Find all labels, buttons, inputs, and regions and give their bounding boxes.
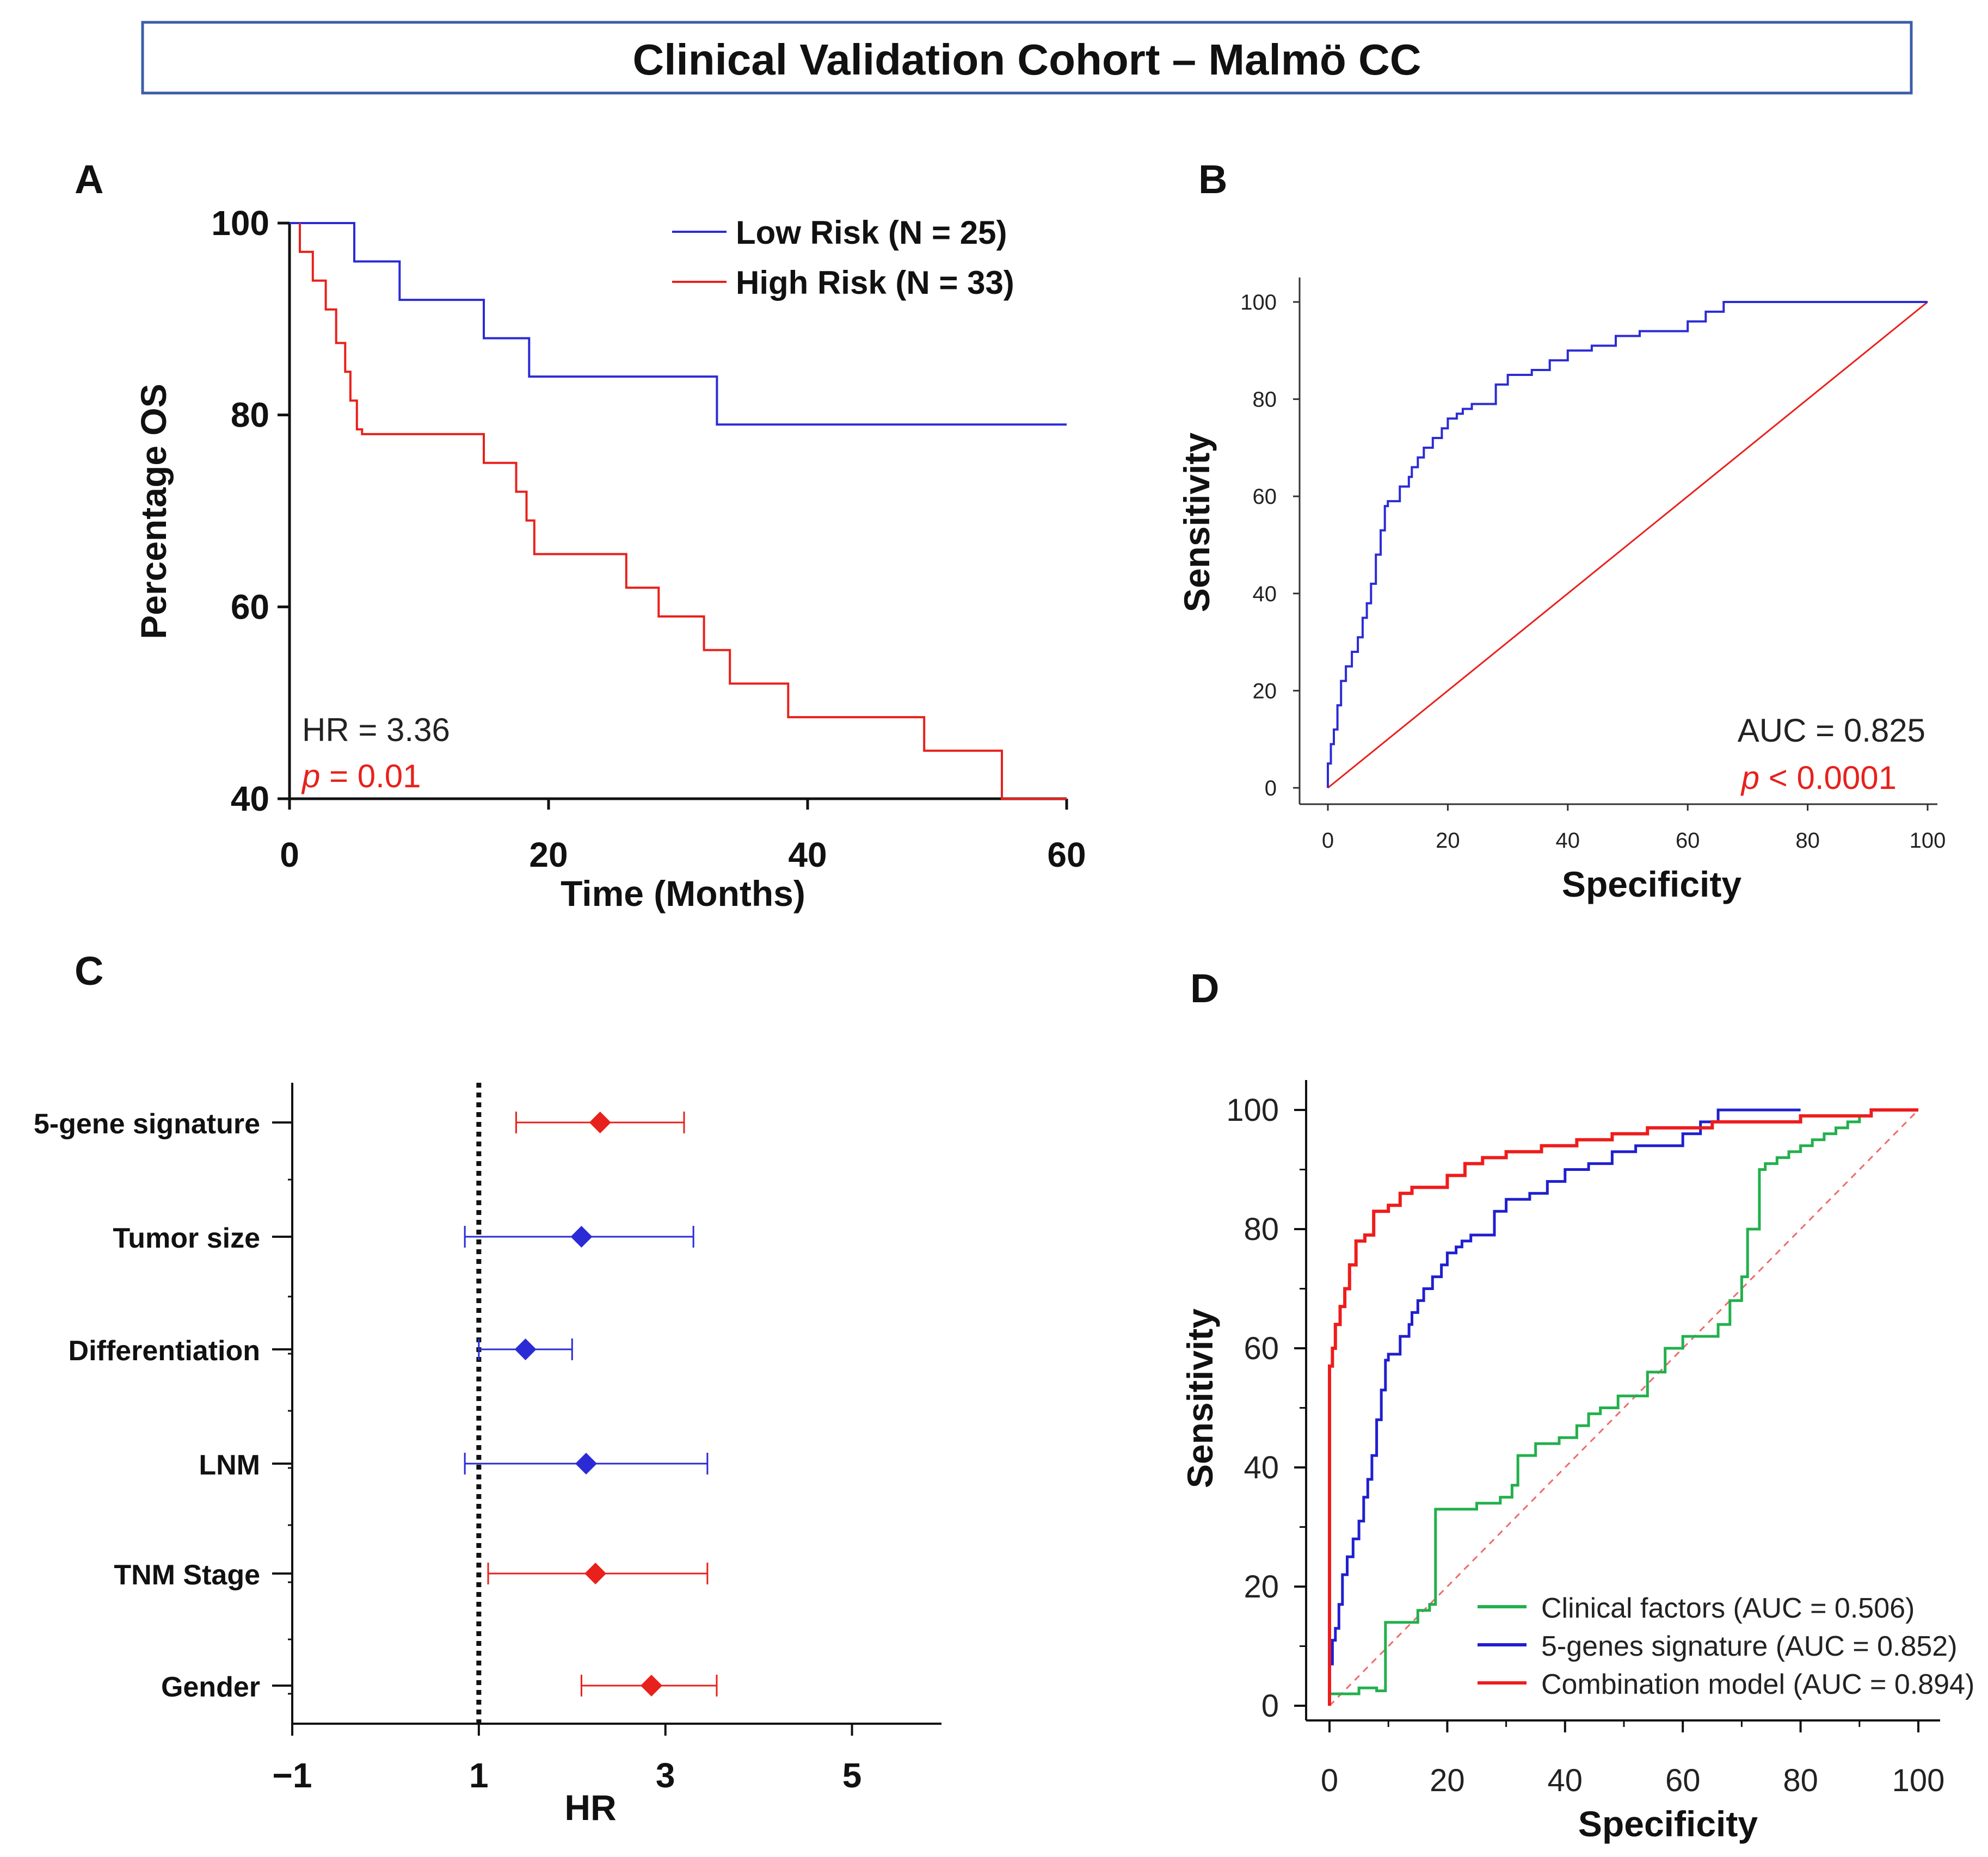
c-x-tick-label: 3	[656, 1756, 675, 1795]
legend-combination-model: Combination model (AUC = 0.894)	[1541, 1669, 1974, 1700]
auc-annotation: AUC = 0.825	[1738, 712, 1925, 749]
p-value-annotation: p = 0.01	[301, 758, 421, 794]
panel-b-roc-plot: 0 0 20 20 40 40 60 60 80 80 100 100 Sensitivity Spe…	[1177, 277, 1946, 904]
panel-label-a: A	[75, 157, 103, 202]
panel-c-forest-plot: −1 1 3 5 5-gene signature Tumor size Differen…	[34, 1083, 941, 1828]
forest-row: Tumor size	[113, 1223, 694, 1254]
combination-model-roc	[1328, 1108, 1918, 1706]
d-x-tick-label: 0	[1321, 1763, 1338, 1798]
forest-row: 5-gene signature	[34, 1108, 685, 1140]
a-x-tick-label: 0	[280, 835, 299, 874]
reference-diagonal-line	[1327, 301, 1928, 789]
high-risk-survival-curve	[299, 223, 1067, 800]
a-x-tick-label: 20	[529, 835, 568, 874]
clinical-factors-roc	[1328, 1108, 1918, 1706]
figure-title: Clinical Validation Cohort – Malmö CC	[632, 35, 1421, 84]
hazard-ratio-marker	[589, 1112, 611, 1133]
b-y-tick-label: 80	[1253, 388, 1277, 412]
roc-curve	[1327, 301, 1928, 788]
d-x-tick-label: 100	[1892, 1763, 1945, 1798]
d-x-tick-label: 60	[1665, 1763, 1701, 1798]
hazard-ratio-marker	[584, 1563, 607, 1584]
reference-diagonal-dashed	[1328, 1109, 1919, 1707]
legend-clinical-factors: Clinical factors (AUC = 0.506)	[1541, 1593, 1915, 1624]
d-x-tick-label: 80	[1783, 1763, 1818, 1798]
hazard-ratio-marker	[570, 1226, 593, 1248]
forest-row-label: Tumor size	[113, 1223, 260, 1254]
legend-high-risk: High Risk (N = 33)	[736, 264, 1014, 301]
c-x-tick-label: 5	[842, 1756, 862, 1795]
c-x-tick-label: 1	[469, 1756, 489, 1795]
panel-b-y-label: Sensitivity	[1177, 433, 1217, 612]
forest-row-label: Gender	[161, 1671, 260, 1703]
legend-genes-signature: 5-genes signature (AUC = 0.852)	[1541, 1631, 1958, 1662]
a-x-tick-label: 60	[1047, 835, 1086, 874]
a-y-tick-label: 60	[231, 587, 269, 626]
panel-a-x-label: Time (Months)	[561, 873, 805, 914]
forest-row-label: 5-gene signature	[34, 1108, 260, 1140]
hazard-ratio-marker	[514, 1338, 537, 1360]
a-y-tick-label: 100	[211, 203, 269, 243]
low-risk-survival-curve	[290, 222, 1067, 426]
panel-label-c: C	[75, 948, 103, 994]
panel-d-x-label: Specificity	[1578, 1804, 1758, 1844]
genes-signature-roc	[1328, 1108, 1801, 1676]
title-box	[141, 21, 1913, 95]
d-y-tick-label: 0	[1261, 1688, 1279, 1724]
b-y-tick-label: 60	[1253, 485, 1277, 509]
b-y-tick-label: 100	[1240, 291, 1277, 314]
hazard-ratio-annotation: HR = 3.36	[302, 712, 450, 748]
d-x-tick-label: 20	[1430, 1763, 1465, 1798]
forest-row-label: TNM Stage	[114, 1559, 260, 1591]
hazard-ratio-marker	[641, 1675, 662, 1696]
b-y-tick-label: 0	[1265, 776, 1277, 800]
panel-a-y-label: Percentage OS	[133, 384, 174, 639]
panel-label-d: D	[1190, 966, 1219, 1011]
forest-row: LNM	[199, 1449, 709, 1481]
d-y-tick-label: 20	[1244, 1569, 1279, 1605]
a-y-tick-label: 80	[231, 396, 269, 435]
panel-a-plot-area: 0 20 40 60 40 60 80 100	[211, 203, 1086, 874]
hazard-ratio-marker	[575, 1453, 597, 1475]
panel-d-roc-comparison: 0 0 20 20 40 40 60 60 80 80 100 100 Sensitivity Spe…	[1180, 1080, 1974, 1844]
p-value-annotation-b: p < 0.0001	[1740, 760, 1897, 796]
forest-row-label: LNM	[199, 1449, 260, 1481]
d-x-tick-label: 40	[1548, 1763, 1583, 1798]
d-y-tick-label: 80	[1244, 1212, 1279, 1247]
b-x-tick-label: 20	[1436, 829, 1460, 853]
b-y-tick-label: 40	[1253, 582, 1277, 606]
d-y-tick-label: 40	[1244, 1450, 1279, 1485]
forest-row: TNM Stage	[114, 1559, 709, 1591]
forest-row: Differentiation	[69, 1335, 573, 1367]
b-x-tick-label: 100	[1910, 829, 1946, 853]
a-x-tick-label: 40	[788, 835, 827, 874]
d-y-tick-label: 60	[1244, 1331, 1279, 1366]
a-y-tick-label: 40	[231, 779, 269, 818]
panel-label-b: B	[1198, 157, 1227, 202]
legend-low-risk: Low Risk (N = 25)	[736, 214, 1007, 251]
panel-d-y-label: Sensitivity	[1180, 1309, 1220, 1488]
b-x-tick-label: 40	[1556, 829, 1580, 853]
d-y-tick-label: 100	[1226, 1093, 1279, 1128]
panel-c-x-label: HR	[564, 1787, 616, 1828]
b-x-tick-label: 60	[1676, 829, 1700, 853]
b-x-tick-label: 0	[1322, 829, 1334, 853]
b-y-tick-label: 20	[1253, 679, 1277, 703]
c-x-tick-label: −1	[273, 1756, 312, 1795]
forest-row-label: Differentiation	[69, 1335, 260, 1367]
panel-b-x-label: Specificity	[1562, 864, 1741, 904]
panel-a-km-plot: 0 20 40 60 40 60 80 100 Percentage OS Time (Mon…	[133, 203, 1086, 914]
b-x-tick-label: 80	[1795, 829, 1820, 853]
forest-row: Gender	[161, 1671, 718, 1703]
